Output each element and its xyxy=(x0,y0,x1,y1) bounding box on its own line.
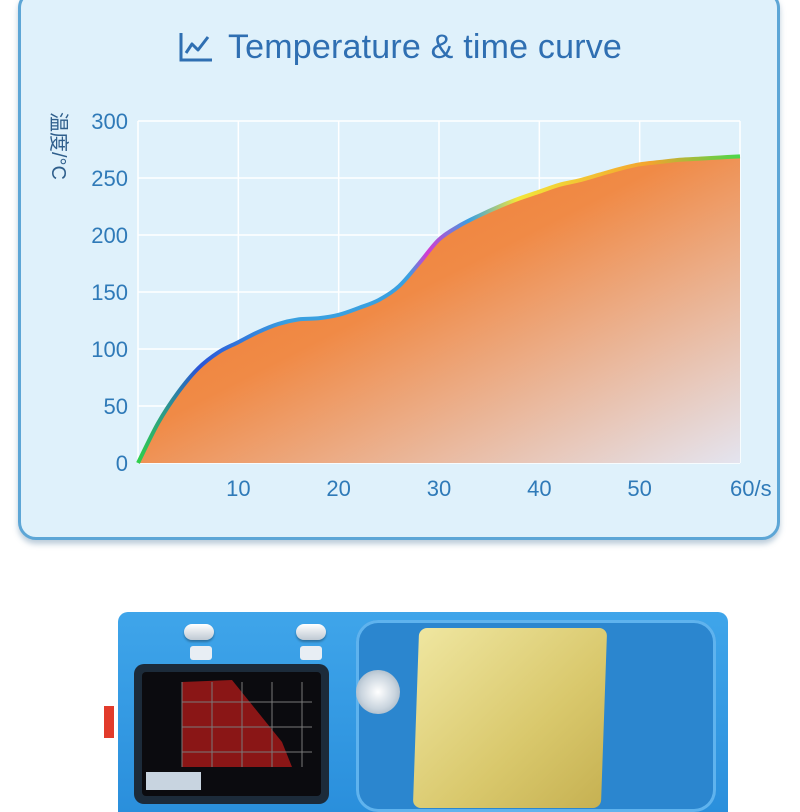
small-button-left xyxy=(190,646,212,660)
y-tick-label: 150 xyxy=(91,280,128,305)
y-tick-label: 0 xyxy=(116,451,128,476)
clamp-knob xyxy=(356,670,400,714)
x-tick-label: 20 xyxy=(326,476,350,501)
chart-title-row: Temperature & time curve xyxy=(0,22,800,72)
y-tick-label: 300 xyxy=(91,109,128,134)
small-button-right xyxy=(300,646,322,660)
chart-title: Temperature & time curve xyxy=(227,27,623,66)
x-tick-label: 40 xyxy=(527,476,551,501)
y-axis-label: 温度/°C xyxy=(47,112,70,180)
left-knob xyxy=(184,624,214,640)
right-knob xyxy=(296,624,326,640)
x-tick-label: 60/s xyxy=(730,476,772,501)
x-tick-label: 50 xyxy=(627,476,651,501)
heating-tray xyxy=(356,620,716,812)
temperature-area xyxy=(138,156,740,463)
x-tick-label: 30 xyxy=(427,476,451,501)
y-tick-label: 50 xyxy=(104,394,128,419)
y-tick-label: 250 xyxy=(91,166,128,191)
y-tick-label: 100 xyxy=(91,337,128,362)
heating-plate xyxy=(412,628,608,808)
y-tick-label: 200 xyxy=(91,223,128,248)
temperature-line xyxy=(136,154,741,464)
device-screen-graph xyxy=(146,680,312,790)
x-tick-label: 10 xyxy=(226,476,250,501)
device-screen xyxy=(142,672,321,796)
line-chart-icon xyxy=(179,33,212,62)
preheater-device xyxy=(118,612,728,812)
red-tab xyxy=(104,706,114,738)
device-screen-bezel xyxy=(134,664,329,804)
